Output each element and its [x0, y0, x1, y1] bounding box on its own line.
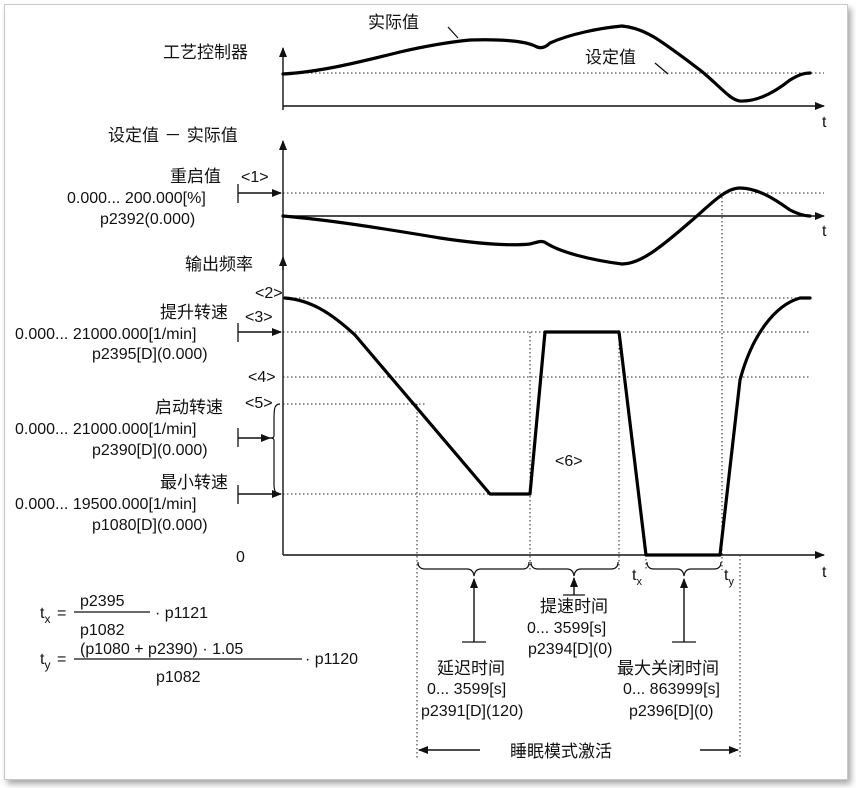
max-off-time-range: 0... 863999[s] — [623, 681, 720, 698]
boost-time-range: 0... 3599[s] — [527, 620, 606, 637]
actual-value-label: 实际值 — [368, 13, 419, 33]
panel2-title: 设定值 － 实际值 — [108, 126, 238, 146]
setpoint-leader-line — [654, 62, 669, 75]
output-frequency-panel: 输出频率 <2> 提升转速 <3> 0.000... 21000.000[1/m… — [15, 193, 827, 758]
panel2-difference-curve — [281, 186, 812, 266]
svg-text:p1082: p1082 — [80, 622, 125, 639]
marker-5: <5> — [245, 395, 273, 412]
start-speed-label: 启动转速 — [155, 398, 223, 418]
output-frequency-curve — [283, 296, 812, 557]
start-min-brace — [269, 403, 281, 495]
marker-2: <2> — [255, 285, 283, 302]
timing-annotations: 延迟时间 0... 3599[s] p2391[D](120) 提速时间 0..… — [417, 561, 739, 762]
panel1-t-label: t — [822, 114, 827, 131]
delay-time-label: 延迟时间 — [437, 659, 505, 679]
boost-time-label: 提速时间 — [540, 597, 608, 617]
min-speed-param: p1080[D](0.000) — [92, 517, 208, 534]
svg-text:tx: tx — [40, 605, 50, 626]
panel3-t-label: t — [822, 564, 827, 581]
process-controller-panel: 工艺控制器 实际值 设定值 t — [163, 13, 827, 131]
min-speed-label: 最小转速 — [160, 473, 228, 493]
boost-speed-param: p2395[D](0.000) — [92, 346, 208, 363]
svg-text:· p1121: · p1121 — [155, 605, 208, 622]
delay-brace — [417, 561, 530, 577]
restart-param: p2392(0.000) — [100, 211, 195, 228]
sleep-mode-label: 睡眠模式激活 — [510, 742, 612, 762]
start-speed-param: p2390[D](0.000) — [92, 442, 208, 459]
delay-time-param: p2391[D](120) — [421, 703, 523, 720]
tx-formula: tx = p2395 p1082 · p1121 — [40, 593, 208, 639]
svg-text:p2395: p2395 — [80, 593, 125, 610]
boost-speed-range: 0.000... 21000.000[1/min] — [15, 326, 196, 343]
max-off-time-label: 最大关闭时间 — [617, 659, 719, 679]
zero-label: 0 — [236, 549, 245, 566]
diagram-frame — [4, 4, 848, 780]
svg-text:=: = — [57, 651, 66, 668]
ty-formula: ty = (p1080 + p2390) · 1.05 p1082 · p112… — [40, 641, 358, 686]
marker-1: <1> — [241, 169, 269, 186]
boost-time-param: p2394[D](0) — [528, 641, 613, 658]
max-off-time-param: p2396[D](0) — [629, 703, 714, 720]
start-speed-range: 0.000... 21000.000[1/min] — [15, 421, 196, 438]
marker-6: <6> — [555, 453, 583, 470]
setpoint-minus-actual-panel: 设定值 － 实际值 重启值 <1> 0.000... 200.000[%] p2… — [67, 126, 827, 270]
actual-leader-line — [447, 26, 459, 39]
svg-text:(p1080 + p2390) · 1.05: (p1080 + p2390) · 1.05 — [80, 641, 243, 658]
tx-label: tx — [632, 567, 642, 588]
panel1-title: 工艺控制器 — [163, 43, 248, 63]
panel1-actual-curve — [281, 24, 812, 103]
panel3-title: 输出频率 — [185, 255, 253, 275]
marker-4: <4> — [248, 369, 276, 386]
restart-value-label: 重启值 — [170, 167, 221, 187]
boost-time-brace — [530, 561, 619, 577]
boost-speed-label: 提升转速 — [160, 303, 228, 323]
panel2-t-label: t — [822, 223, 827, 240]
delay-time-range: 0... 3599[s] — [427, 681, 506, 698]
svg-text:=: = — [57, 605, 66, 622]
svg-text:· p1120: · p1120 — [305, 651, 358, 668]
setpoint-label: 设定值 — [585, 48, 636, 68]
restart-range: 0.000... 200.000[%] — [67, 190, 206, 207]
min-speed-range: 0.000... 19500.000[1/min] — [15, 496, 196, 513]
formulas: tx = p2395 p1082 · p1121 ty = (p1080 + p… — [40, 593, 358, 686]
svg-text:p1082: p1082 — [156, 669, 201, 686]
ty-label: ty — [724, 567, 734, 588]
max-off-time-brace — [646, 561, 722, 577]
svg-text:ty: ty — [40, 651, 50, 672]
marker-3: <3> — [245, 309, 273, 326]
